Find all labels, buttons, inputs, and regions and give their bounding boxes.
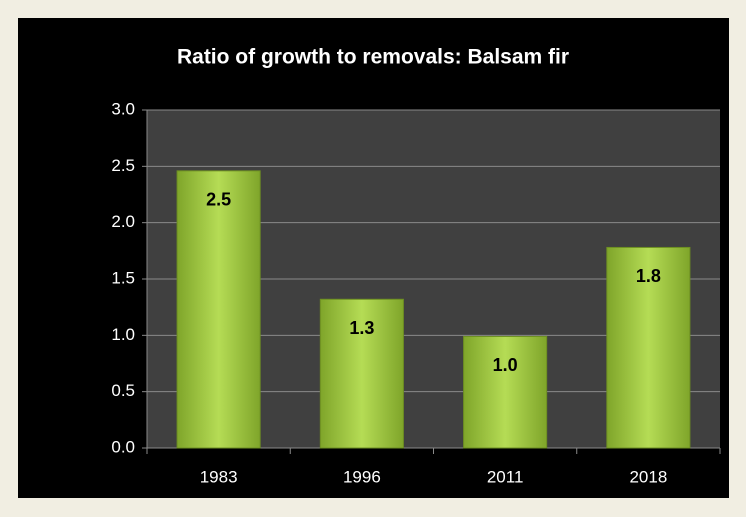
bar	[463, 335, 548, 449]
data-label: 1.8	[636, 266, 661, 286]
data-label: 1.3	[349, 318, 374, 338]
y-tick-label: 2.0	[111, 212, 135, 231]
x-tick-label: 2011	[487, 467, 524, 486]
y-tick-label: 3.0	[111, 99, 135, 118]
y-tick-label: 0.5	[111, 381, 135, 400]
x-tick-label: 1996	[343, 467, 381, 486]
chart-title: Ratio of growth to removals: Balsam fir	[177, 46, 569, 69]
bar	[606, 246, 691, 449]
data-label: 1.0	[493, 355, 518, 375]
y-tick-label: 0.0	[111, 437, 135, 456]
bar	[319, 298, 404, 449]
x-tick-label: 1983	[200, 467, 238, 486]
y-tick-label: 1.5	[111, 268, 135, 287]
data-label: 2.5	[206, 190, 231, 210]
bar	[176, 170, 261, 449]
y-tick-label: 2.5	[111, 156, 135, 175]
x-tick-label: 2018	[629, 467, 667, 486]
y-tick-label: 1.0	[111, 325, 135, 344]
